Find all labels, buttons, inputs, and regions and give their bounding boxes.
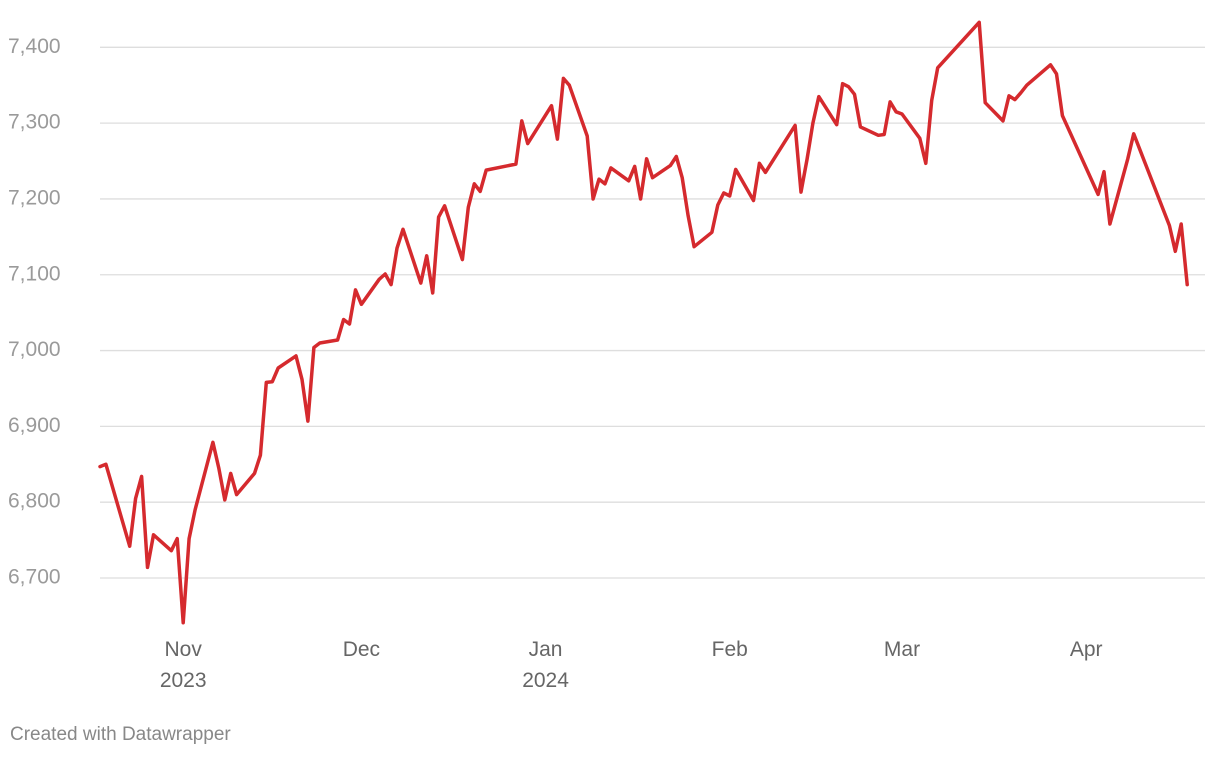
y-tick-label: 7,200 xyxy=(8,186,61,209)
x-tick-label: Feb xyxy=(711,638,748,661)
x-tick-label: Jan 2024 xyxy=(522,638,569,692)
y-tick-label: 6,700 xyxy=(8,566,61,589)
y-tick-label: 7,300 xyxy=(8,111,61,134)
y-tick-label: 6,800 xyxy=(8,490,61,513)
x-tick-label: Mar xyxy=(883,638,921,661)
line-series xyxy=(98,20,1189,625)
x-tick-label: Apr xyxy=(1069,638,1103,661)
x-tick-label: Dec xyxy=(342,638,381,661)
y-tick-label: 7,100 xyxy=(8,262,61,285)
footer: Created with Datawrapper xyxy=(10,724,231,745)
y-tick-label: 7,000 xyxy=(8,338,61,361)
y-tick-label: 6,900 xyxy=(8,414,61,437)
y-tick-label: 7,400 xyxy=(8,35,61,58)
x-tick-label: Nov 2023 xyxy=(159,638,207,692)
